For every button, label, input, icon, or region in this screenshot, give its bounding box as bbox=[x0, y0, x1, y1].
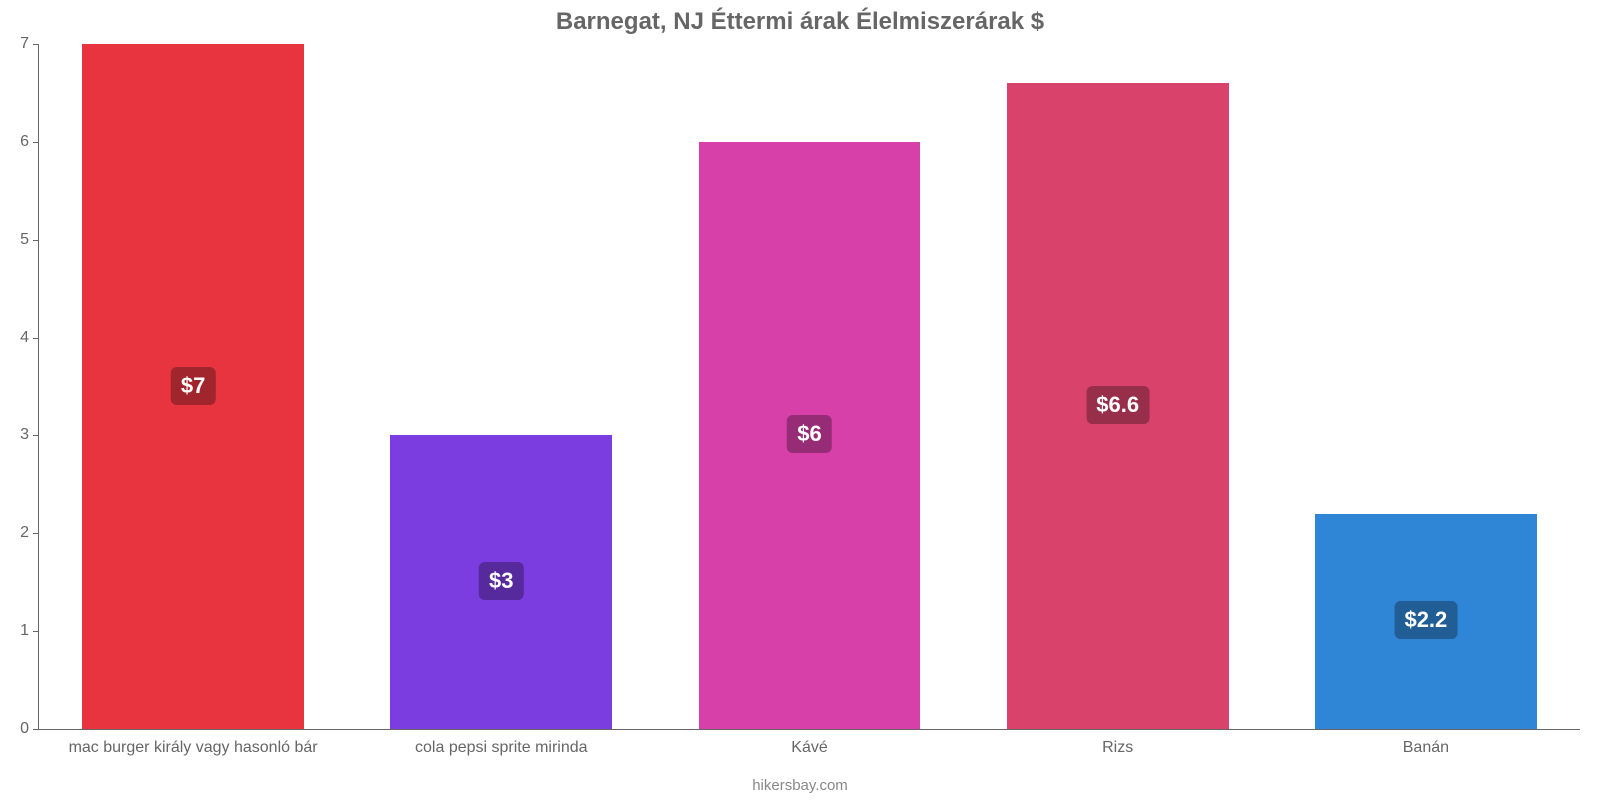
bar: $6.6 bbox=[1007, 83, 1229, 729]
y-tick-label: 5 bbox=[20, 231, 39, 249]
bars-layer: $7mac burger király vagy hasonló bár$3co… bbox=[39, 44, 1580, 729]
y-tick-label: 0 bbox=[20, 720, 39, 738]
chart-container: Barnegat, NJ Éttermi árak Élelmiszerárak… bbox=[0, 0, 1600, 800]
value-label: $6.6 bbox=[1086, 386, 1149, 424]
x-axis-label: Rizs bbox=[971, 729, 1264, 757]
value-label: $6 bbox=[787, 415, 831, 453]
bar: $3 bbox=[390, 435, 612, 729]
bar: $6 bbox=[699, 142, 921, 729]
value-label: $7 bbox=[171, 367, 215, 405]
value-label: $3 bbox=[479, 562, 523, 600]
value-label: $2.2 bbox=[1394, 601, 1457, 639]
y-tick-label: 3 bbox=[20, 426, 39, 444]
y-tick-label: 2 bbox=[20, 524, 39, 542]
plot-area: 01234567 $7mac burger király vagy hasonl… bbox=[38, 44, 1580, 730]
x-axis-label: cola pepsi sprite mirinda bbox=[355, 729, 648, 757]
x-axis-label: mac burger király vagy hasonló bár bbox=[47, 729, 340, 757]
x-axis-label: Kávé bbox=[663, 729, 956, 757]
y-tick-label: 1 bbox=[20, 622, 39, 640]
bar: $2.2 bbox=[1315, 514, 1537, 729]
y-tick-label: 6 bbox=[20, 133, 39, 151]
x-axis-label: Banán bbox=[1280, 729, 1573, 757]
bar: $7 bbox=[82, 44, 304, 729]
chart-title: Barnegat, NJ Éttermi árak Élelmiszerárak… bbox=[0, 8, 1600, 36]
y-tick-label: 4 bbox=[20, 329, 39, 347]
y-tick-label: 7 bbox=[20, 35, 39, 53]
chart-footer: hikersbay.com bbox=[0, 777, 1600, 794]
